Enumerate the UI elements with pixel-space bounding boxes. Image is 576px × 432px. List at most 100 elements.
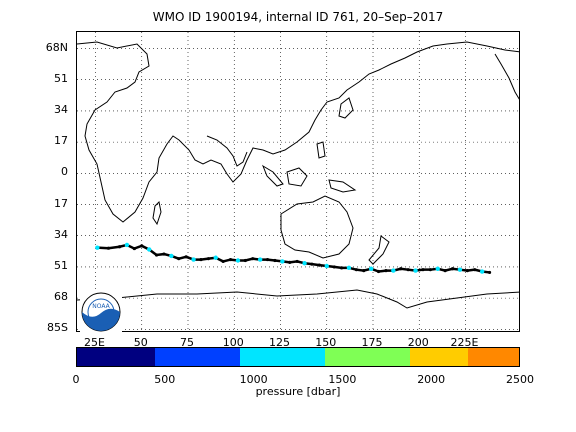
colorbar-segment (240, 348, 326, 366)
lat-tick-label: 17 (54, 196, 68, 210)
lat-tick-label: 17 (54, 134, 68, 148)
colorbar-tick-label: 1000 (239, 373, 268, 386)
pressure-colorbar (76, 347, 520, 367)
coastline-newzealand (368, 235, 390, 265)
lat-tick-label: 51 (54, 258, 68, 272)
lat-tick-label: 0 (61, 165, 68, 179)
track-point (154, 253, 159, 257)
track-point (191, 257, 196, 262)
world-map (77, 32, 519, 331)
track-point (169, 253, 174, 259)
track-point (450, 267, 455, 271)
coastline-madagascar (152, 200, 162, 226)
track-point (199, 257, 203, 262)
colorbar-tick-label: 500 (154, 373, 176, 386)
colorbar-tick-label: 1500 (328, 373, 357, 386)
track-point (140, 244, 144, 248)
coastline-newguinea (328, 179, 357, 193)
track-point (235, 258, 241, 263)
track-point (391, 268, 396, 273)
track-point (435, 266, 440, 271)
coastline-borneo (286, 167, 308, 187)
track-point (146, 247, 152, 252)
track-point (132, 246, 136, 251)
track-point (177, 257, 181, 261)
lat-tick-label: 68 (54, 290, 68, 304)
track-point (162, 252, 166, 256)
track-point (339, 266, 344, 270)
lat-tick-label: 68N (45, 40, 68, 54)
lon-tick-label: 50 (133, 336, 148, 349)
track-point (295, 259, 299, 264)
track-point (288, 260, 292, 264)
track-point (465, 268, 469, 273)
track-point (213, 255, 218, 260)
track-point (376, 269, 381, 274)
colorbar-segment (325, 348, 411, 366)
lat-tick-label: 34 (54, 227, 68, 241)
track-point (332, 265, 336, 269)
track-point (251, 257, 255, 261)
track-point (324, 263, 329, 269)
colorbar-tick-label: 0 (72, 373, 80, 386)
track-point (406, 268, 410, 272)
coastline-antarctica (77, 289, 519, 309)
lon-tick-label: 175 (361, 336, 383, 349)
lon-tick-label: 75 (180, 336, 194, 349)
lon-tick-label: 100 (222, 336, 244, 349)
track-point (228, 257, 233, 262)
float-track (95, 242, 492, 275)
track-point (384, 268, 388, 273)
track-point (206, 257, 210, 261)
track-point (280, 259, 285, 264)
lat-tick-label: 85S (47, 321, 68, 335)
track-point (265, 257, 270, 262)
lat-tick-label: 34 (54, 102, 68, 116)
track-point (399, 267, 403, 271)
track-point (95, 245, 100, 250)
track-point (124, 242, 130, 248)
track-point (487, 270, 492, 275)
track-point (428, 268, 432, 272)
colorbar-segment (77, 348, 156, 366)
track-point (368, 266, 374, 271)
lon-tick-label: 150 (315, 336, 337, 349)
coastline-sumatra (261, 164, 284, 187)
colorbar-tick-label: 2000 (417, 373, 446, 386)
track-point (354, 268, 358, 272)
colorbar-tick-label: 2500 (506, 373, 534, 386)
track-point (473, 268, 477, 272)
colorbar-segment (155, 348, 241, 366)
colorbar-segment (410, 348, 468, 366)
track-point (413, 268, 418, 273)
coastline-americas (494, 53, 519, 100)
track-point (479, 269, 485, 274)
coastline-eurasia (77, 41, 519, 223)
colorbar-label: pressure [dbar] (255, 385, 341, 398)
track-point (346, 265, 352, 271)
track-point (443, 268, 447, 273)
lon-tick-label: 125 (269, 336, 290, 349)
coastlines (77, 41, 519, 309)
coastline-india (206, 135, 248, 167)
map-title: WMO ID 1900194, internal ID 761, 20–Sep–… (152, 10, 444, 24)
map-frame (76, 31, 520, 332)
track-point (362, 268, 366, 273)
svg-text:NOAA: NOAA (92, 303, 110, 310)
lon-tick-label: 225E (450, 336, 479, 349)
track-point (117, 245, 122, 249)
lat-tick-label: 51 (54, 71, 68, 85)
track-point (310, 262, 314, 266)
track-point (273, 258, 277, 263)
noaa-logo: NOAA (80, 291, 122, 333)
track-point (257, 257, 263, 262)
track-point (221, 259, 225, 264)
track-point (106, 246, 111, 250)
track-point (421, 268, 425, 272)
track-point (302, 261, 307, 266)
colorbar-segment (468, 348, 519, 366)
track-point (243, 258, 247, 263)
track-point (317, 263, 321, 267)
coastline-japan (338, 97, 354, 119)
lon-tick-label: 25E (84, 336, 105, 349)
